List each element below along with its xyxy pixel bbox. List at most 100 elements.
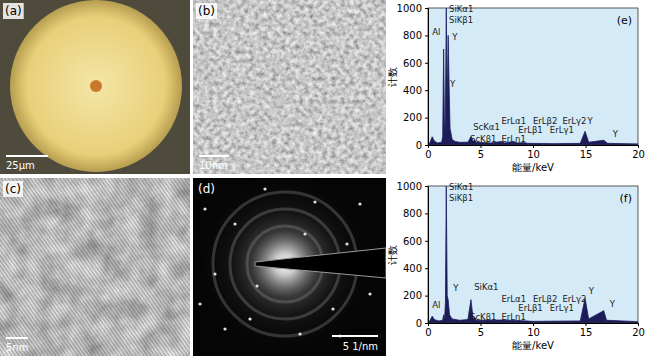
x-tick-label: 15 [580,327,593,338]
diffraction-spot [255,284,258,287]
diffraction-spot [203,207,206,210]
y-tick-label: 200 [403,112,422,123]
scale-bar-label: 10nm [199,160,228,171]
peak-label: ErLη1 [502,312,526,322]
label-background [3,181,23,197]
fiber-disc [10,0,182,172]
label-background [196,3,217,19]
image-panel: (a)25μm [0,0,190,174]
x-tick-mark [481,323,482,326]
annotations: SiKα1SiKβ1AlYSiKα1ScKβ1ErLη1ErLα1ErLβ2Er… [432,182,615,321]
x-tick-label: 0 [425,327,431,338]
y-tick-label: 400 [403,263,422,274]
y-tick-label: 0 [416,318,422,329]
y-tick: 200 [403,290,428,301]
x-tick-label: 10 [527,149,540,160]
peak-label: Y [452,283,459,293]
annotations: SiKα1SiKβ1AlYYScKα1ScKβ1ErLη1ErLα1ErLβ2E… [432,4,619,143]
diffraction-spot [298,332,301,335]
scale-bar [199,155,229,157]
scale-bar-label: 5nm [6,342,28,353]
fiber-core [90,80,102,92]
figure: (a)25μm(b)10nm(c)5nm(d)5 1/nm05101520020… [0,0,646,356]
peak-label: ScKβ1 [470,134,496,144]
y-tick: 0 [416,318,428,329]
y-tick: 0 [416,140,428,151]
diffraction-spot [303,232,306,235]
chart-title: (f) [620,192,632,205]
x-axis-line [429,324,639,327]
eds-chart: 0510152002004006008001000能量/keV计数(e)SiKα… [387,3,645,173]
x-tick: 5 [478,323,484,338]
y-tick: 600 [403,236,428,247]
eds-chart: 0510152002004006008001000能量/keV计数(f)SiKα… [387,181,645,351]
y-tick-label: 600 [403,58,422,69]
panel-label: (b) [198,4,215,18]
y-tick: 600 [403,58,428,69]
scale-bar [6,337,28,339]
x-tick: 15 [580,145,593,160]
x-tick-mark [638,145,639,148]
plot-frame [428,8,638,145]
plot-marks [428,186,638,323]
diffraction-spot [358,202,361,205]
x-tick: 10 [527,323,540,338]
y-tick: 800 [403,208,428,219]
x-tick-mark [586,145,587,148]
x-tick: 20 [632,145,645,160]
lattice-fringes [0,178,190,356]
peak-label: SiKβ1 [449,15,473,25]
spectrum [428,186,638,323]
beam-stopper [255,248,386,278]
peak-label: ScKα1 [473,122,500,132]
y-tick-label: 800 [403,30,422,41]
y-tick-label: 800 [403,208,422,219]
y-axis: 0 200 400 600 800 1000 [397,181,429,329]
peak-label: SiKα1 [449,182,473,192]
scale-bar [6,155,48,157]
y-tick-label: 200 [403,290,422,301]
diffraction-spot [213,272,216,275]
diffraction-spot [248,317,251,320]
plot-frame [428,186,638,323]
plot-background [428,186,638,323]
x-tick-mark [638,323,639,326]
diffraction-spot [233,222,236,225]
panel-background [0,0,190,174]
y-tick-mark [425,186,428,187]
y-tick-mark [425,35,428,36]
y-axis-line [425,187,429,324]
y-tick-label: 1000 [397,181,422,192]
y-tick-mark [425,118,428,119]
peak-label: SiKβ1 [449,193,473,203]
y-tick-mark [425,296,428,297]
x-tick: 0 [425,145,431,160]
y-axis: 02004006008001000 [397,3,429,151]
y-tick-label: 0 [416,140,422,151]
peak-label: Y [587,116,594,126]
panel-label: (c) [5,182,21,196]
peak-label: ErLγ1 [550,125,574,135]
x-tick-mark [481,145,482,148]
peak-label: SiKα1 [474,282,498,292]
y-tick: 200 [403,112,428,123]
plot-background [428,8,638,145]
x-axis-title: 能量/keV [512,162,554,173]
peak-label: ScKβ1 [470,312,496,322]
peak-label: Y [612,129,619,139]
x-axis: 05101520 [425,145,645,160]
diffraction-spot [198,302,201,305]
y-tick: 800 [403,30,428,41]
diffraction-spot [313,200,316,203]
y-tick: 400 [403,85,428,96]
peak-label: Y [451,32,458,42]
image-panel: (b) 10nm [193,0,386,174]
x-tick: 20 [632,323,645,338]
peak-label: ErLη1 [502,134,526,144]
label-background [3,3,24,19]
x-tick-label: 20 [632,327,645,338]
peak-label: ErLγ1 [550,303,574,313]
y-tick-mark [425,323,428,324]
peak-label: SiKα1 [449,4,473,14]
diffraction-spot [331,307,334,310]
